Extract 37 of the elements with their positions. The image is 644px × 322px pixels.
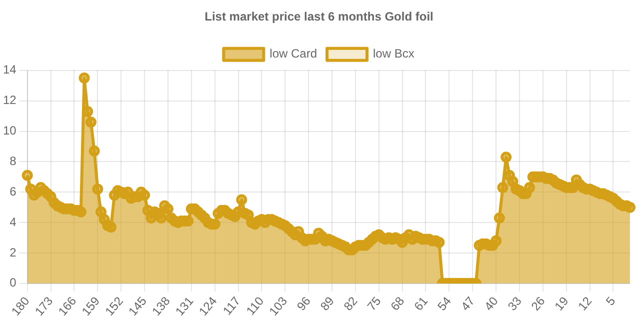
x-tick-label: 68 xyxy=(388,294,408,314)
y-tick-label: 2 xyxy=(10,245,17,260)
x-tick-label: 173 xyxy=(32,294,56,318)
x-tick-label: 5 xyxy=(603,294,618,308)
x-tick-label: 152 xyxy=(102,294,126,318)
x-tick-label: 82 xyxy=(340,294,360,314)
x-tick-label: 12 xyxy=(575,294,595,314)
y-tick-label: 10 xyxy=(2,124,17,138)
x-tick-label: 110 xyxy=(244,294,267,318)
chart-title: List market price last 6 months Gold foil xyxy=(204,10,434,24)
x-tick-label: 117 xyxy=(220,294,244,318)
x-tick-label: 61 xyxy=(411,294,431,314)
x-tick-label: 124 xyxy=(196,294,220,318)
y-tick-label: 12 xyxy=(2,93,17,108)
x-tick-label: 103 xyxy=(266,294,290,318)
y-tick-label: 4 xyxy=(10,214,17,229)
x-tick-label: 180 xyxy=(8,294,32,318)
x-tick-label: 47 xyxy=(458,294,478,314)
x-tick-label: 19 xyxy=(552,294,572,314)
y-tick-label: 8 xyxy=(10,154,17,168)
x-tick-label: 89 xyxy=(318,294,338,314)
y-tick-label: 0 xyxy=(10,276,17,290)
x-tick-label: 96 xyxy=(294,294,314,314)
legend-label: low Card xyxy=(270,46,318,61)
x-tick-label: 54 xyxy=(434,294,454,314)
x-tick-label: 138 xyxy=(149,294,173,318)
y-tick-label: 14 xyxy=(2,62,17,77)
x-tick-label: 131 xyxy=(172,294,196,318)
x-tick-label: 33 xyxy=(505,294,525,314)
x-tick-label: 75 xyxy=(364,294,384,314)
x-tick-label: 166 xyxy=(55,294,80,318)
x-tick-label: 145 xyxy=(126,294,150,318)
x-tick-label: 26 xyxy=(528,294,548,314)
legend-label: low Bcx xyxy=(373,46,414,61)
y-tick-label: 6 xyxy=(10,184,17,198)
x-tick-label: 40 xyxy=(482,294,502,314)
x-tick-label: 159 xyxy=(78,294,103,318)
